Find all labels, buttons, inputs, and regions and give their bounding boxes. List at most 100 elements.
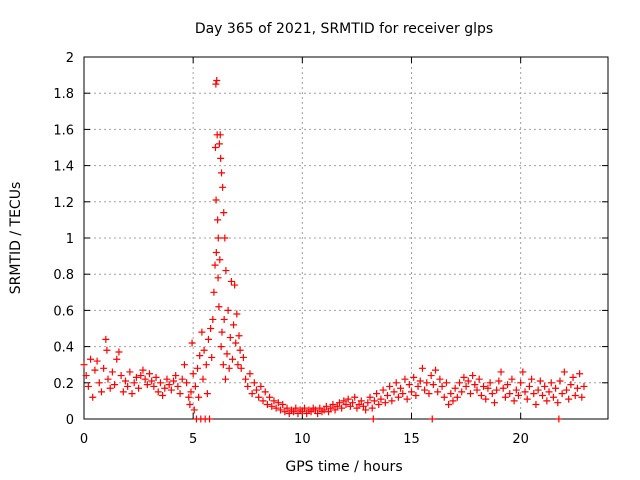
data-point [233, 310, 241, 318]
data-point [208, 353, 216, 361]
data-point [403, 395, 411, 403]
axis-ticks: 00.20.40.60.811.21.41.61.820 5 10 15 20 [53, 51, 608, 447]
data-point [216, 256, 224, 264]
data-point [314, 410, 322, 418]
data-point [191, 382, 199, 390]
data-point [342, 401, 350, 409]
data-point [220, 209, 228, 217]
x-tick-label: 20 [512, 432, 529, 447]
data-point [355, 401, 363, 409]
x-tick-label: 0 [80, 432, 88, 447]
data-point [578, 393, 586, 401]
data-point [329, 401, 337, 409]
data-point [235, 332, 243, 340]
data-point [552, 384, 560, 392]
data-point [82, 372, 90, 380]
data-point [453, 393, 461, 401]
data-point [480, 382, 488, 390]
data-point [351, 393, 359, 401]
data-point [221, 375, 229, 383]
data-point [250, 379, 258, 387]
data-point [165, 381, 173, 389]
data-point [346, 402, 354, 410]
data-point [281, 408, 289, 416]
data-point [401, 375, 409, 383]
data-point [438, 382, 446, 390]
data-point [567, 381, 575, 389]
data-point [91, 366, 99, 374]
data-point [170, 377, 178, 385]
data-point [316, 404, 324, 412]
data-point [458, 388, 466, 396]
data-point [399, 390, 407, 398]
data-point [335, 399, 343, 407]
data-point [209, 315, 217, 323]
data-point [405, 381, 413, 389]
y-tick-label: 2 [66, 51, 74, 66]
data-point [148, 377, 156, 385]
data-point [501, 393, 509, 401]
data-point [80, 361, 88, 369]
data-point [124, 382, 132, 390]
data-point [198, 328, 206, 336]
data-point [442, 379, 450, 387]
data-point [456, 379, 464, 387]
data-point [270, 397, 278, 405]
data-point [219, 361, 227, 369]
data-point [176, 390, 184, 398]
data-point [497, 368, 505, 376]
data-point [408, 388, 415, 396]
y-tick-label: 1.6 [53, 123, 74, 138]
data-point [493, 386, 501, 394]
data-point [104, 375, 112, 383]
data-point [167, 386, 175, 394]
data-point [211, 144, 219, 151]
data-point [194, 364, 202, 372]
y-tick-label: 1.4 [53, 160, 74, 175]
data-point [349, 399, 357, 407]
data-point [214, 216, 222, 224]
data-point [274, 399, 282, 407]
chart-title: Day 365 of 2021, SRMTID for receiver glp… [195, 21, 493, 37]
data-point [519, 368, 527, 376]
data-point [97, 388, 105, 396]
data-point [475, 375, 483, 383]
data-point [576, 370, 584, 378]
data-point [440, 393, 448, 401]
data-point [369, 415, 377, 423]
data-point [185, 393, 193, 401]
data-point [390, 388, 398, 396]
data-point [119, 388, 127, 396]
data-point [283, 404, 291, 412]
data-point [466, 390, 474, 398]
data-point [236, 346, 244, 354]
data-point [217, 154, 225, 162]
data-point [218, 328, 226, 336]
data-point [152, 373, 160, 381]
data-point [255, 393, 263, 401]
data-point [226, 334, 234, 342]
data-point [528, 375, 536, 383]
data-point [113, 355, 121, 363]
data-point [425, 390, 433, 398]
data-point [397, 384, 405, 392]
data-point [186, 401, 194, 409]
y-axis-label: SRMTID / TECUs [8, 182, 24, 295]
data-point [231, 281, 239, 289]
data-point [512, 386, 520, 394]
data-point [504, 381, 512, 389]
data-point [547, 379, 555, 387]
data-point [161, 384, 169, 392]
data-point [212, 80, 220, 88]
data-point [117, 372, 125, 380]
y-tick-label: 0.4 [53, 341, 74, 356]
data-point [327, 404, 335, 412]
x-tick-label: 5 [189, 432, 197, 447]
data-point [436, 375, 444, 383]
data-point [359, 402, 367, 410]
data-point [490, 399, 498, 407]
data-point [214, 234, 222, 242]
data-point [126, 368, 134, 376]
data-point [206, 415, 214, 423]
data-point [195, 393, 203, 401]
